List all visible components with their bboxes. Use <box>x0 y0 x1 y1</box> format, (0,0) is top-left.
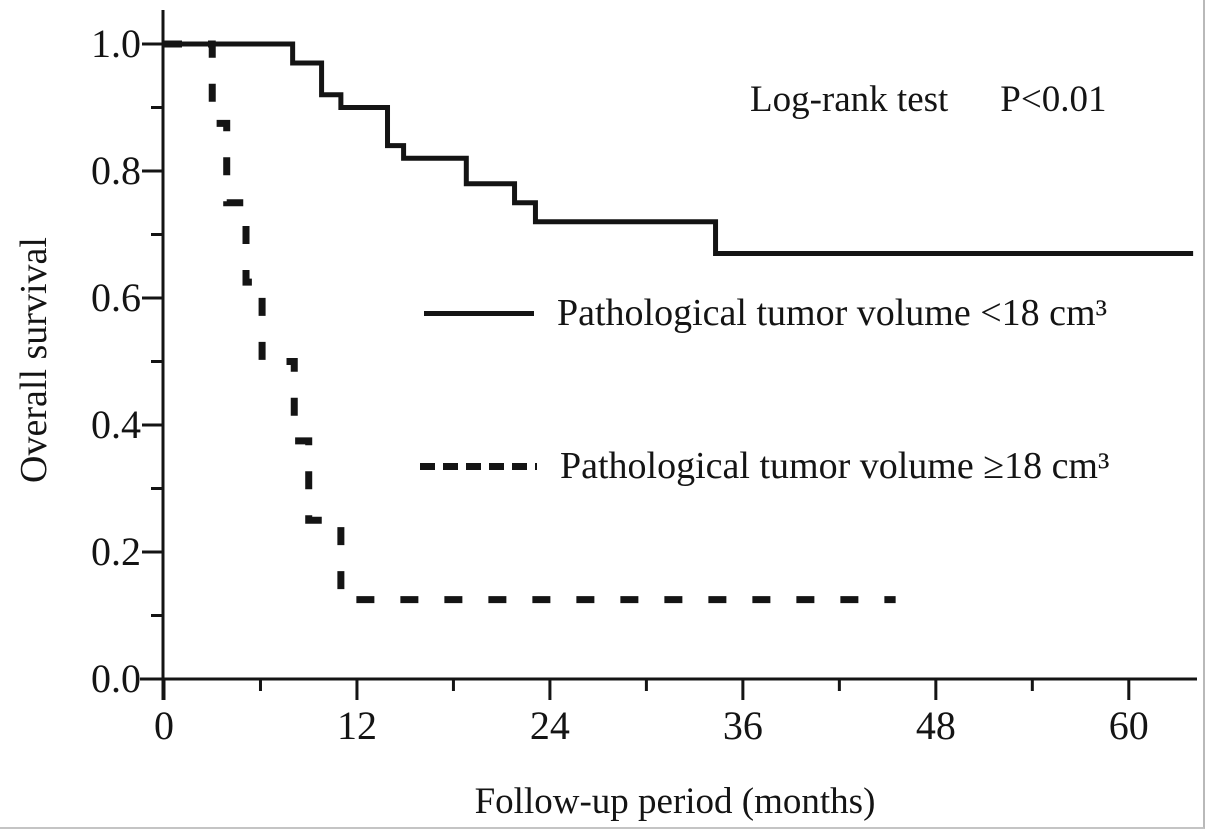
p-value-label: P<0.01 <box>1000 79 1107 120</box>
y-tick-label: 1.0 <box>91 21 141 66</box>
y-tick-label: 0.0 <box>91 656 141 701</box>
log-rank-annotation: Log-rank test P<0.01 <box>750 78 1107 121</box>
solid-line-swatch <box>424 310 534 316</box>
x-tick-label: 0 <box>154 703 174 748</box>
solid-survival-curve <box>164 41 1194 257</box>
axis-tick-marks <box>142 42 1131 700</box>
legend-label-small-volume: Pathological tumor volume <18 cm³ <box>557 292 1107 334</box>
x-tick-label: 36 <box>722 703 763 748</box>
legend-item-small-volume: Pathological tumor volume <18 cm³ <box>424 291 1107 335</box>
x-tick-label: 48 <box>915 703 956 748</box>
x-tick-label: 24 <box>529 703 570 748</box>
dashed-survival-curve <box>164 40 896 604</box>
y-tick-label: 0.2 <box>91 529 141 574</box>
x-tick-label: 12 <box>336 703 377 748</box>
log-rank-test-label: Log-rank test <box>750 79 949 120</box>
legend-label-large-volume: Pathological tumor volume ≥18 cm³ <box>560 445 1110 487</box>
dashed-line-swatch <box>420 462 537 470</box>
x-axis-title: Follow-up period (months) <box>474 781 876 822</box>
legend-item-large-volume: Pathological tumor volume ≥18 cm³ <box>420 444 1109 488</box>
y-tick-label: 0.6 <box>91 275 141 320</box>
x-tick-label: 60 <box>1108 703 1149 748</box>
y-tick-label: 0.8 <box>91 148 141 193</box>
y-tick-label: 0.4 <box>91 402 141 447</box>
y-axis-title: Overall survival <box>13 237 55 483</box>
